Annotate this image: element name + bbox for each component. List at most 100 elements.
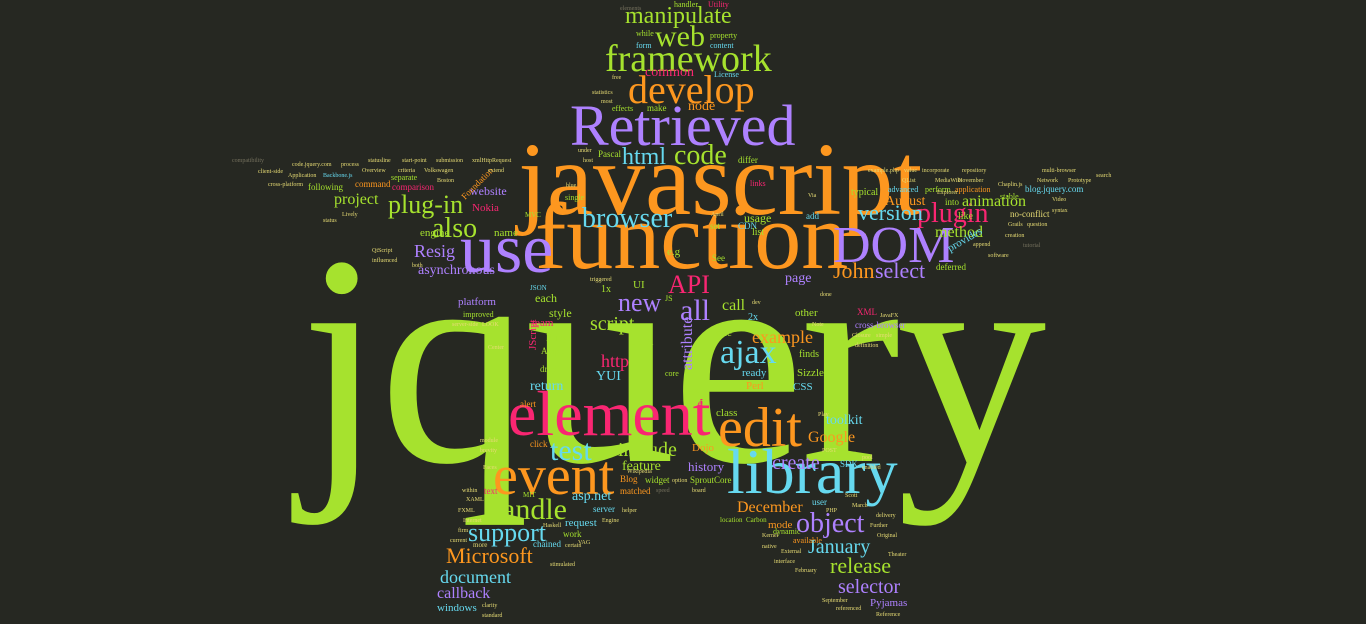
word-create: create xyxy=(772,452,820,474)
word-interface: interface xyxy=(774,559,795,565)
word-eg: e.g xyxy=(667,246,681,258)
word-perform: perform xyxy=(925,185,951,194)
word-style: style xyxy=(549,306,572,320)
word-resig: Resig xyxy=(414,241,456,261)
word-version-2: version xyxy=(858,200,923,225)
word-xmlhttprequest: xmlHttpRequest xyxy=(472,158,512,164)
word-mode: mode xyxy=(768,519,793,531)
word-most: most xyxy=(601,99,613,105)
word-elements: elements xyxy=(620,6,642,12)
word-text: text xyxy=(484,486,498,496)
word-also: also xyxy=(432,213,478,244)
word-attribute: attribute xyxy=(679,316,696,370)
word-pyjamas: Pyjamas xyxy=(870,597,908,609)
word-ample: Ample xyxy=(541,346,566,356)
word-2x: 2x xyxy=(748,312,758,323)
word-sproutcore: SproutCore xyxy=(690,475,732,485)
word-february: February xyxy=(795,568,817,574)
word-chaplin: Chaplin.js xyxy=(998,182,1023,188)
word-influenced: influenced xyxy=(372,258,398,264)
word-google: Google xyxy=(808,429,856,446)
word-mvc: MVC xyxy=(525,211,541,219)
word-return: return xyxy=(530,379,564,394)
word-done: done xyxy=(820,292,832,298)
word-cdn: CDN xyxy=(738,221,758,231)
word-network: Network xyxy=(1037,178,1058,184)
word-referenced: referenced xyxy=(836,606,862,612)
word-native: native xyxy=(762,544,777,550)
word-free: free xyxy=(612,75,622,81)
word-one: one xyxy=(716,327,732,339)
word-1x: 1x xyxy=(601,284,611,295)
word-name: name xyxy=(494,227,518,239)
word-extend: extend xyxy=(488,168,504,174)
word-library: library xyxy=(727,436,898,507)
word-search: search xyxy=(1096,173,1112,179)
word-vag: VAG xyxy=(578,540,591,546)
word-following: following xyxy=(308,182,343,192)
word-finds: finds xyxy=(799,349,819,360)
word-select: select xyxy=(875,258,926,283)
word-into: into xyxy=(945,197,960,207)
word-make: make xyxy=(647,103,667,113)
word-pascal: Pascal xyxy=(598,149,621,159)
word-original: Original xyxy=(877,533,897,539)
word-tutorial: tutorial xyxy=(1023,243,1041,249)
word-multi-browser: multi-browser xyxy=(1042,168,1076,174)
word-pool: pool xyxy=(862,455,873,461)
word-under: under xyxy=(578,148,592,154)
word-faces: Faces xyxy=(483,465,497,471)
word-team: team xyxy=(532,317,554,329)
word-content: content xyxy=(710,41,734,50)
word-within: within xyxy=(462,488,478,494)
word-function: function xyxy=(535,185,849,289)
word-no-conflict: no-conflict xyxy=(1010,209,1050,219)
word-object: object xyxy=(796,508,865,539)
word-append: append xyxy=(973,242,991,248)
word-video: Video xyxy=(1052,197,1067,203)
word-single: single xyxy=(565,193,585,202)
word-look: LOOK xyxy=(482,322,499,328)
word-wikipedia: Wikipedia xyxy=(627,469,652,475)
word-dom: DOM xyxy=(833,217,955,274)
word-click: click xyxy=(530,439,548,449)
word-server-side: server-side xyxy=(452,322,479,328)
word-closure: Closure xyxy=(852,333,871,339)
word-document: document xyxy=(440,567,511,587)
word-client-side: client-side xyxy=(258,169,283,175)
word-edit: edit xyxy=(718,397,802,459)
word-plug-in: plug-in xyxy=(388,190,464,219)
word-code: code xyxy=(674,140,727,171)
word-triggered: triggered xyxy=(590,277,612,283)
word-php: PHP xyxy=(826,508,838,514)
word-all: all xyxy=(680,294,710,327)
word-while: while xyxy=(636,29,654,38)
word-repository: repository xyxy=(962,168,987,174)
word-jscript: JScript xyxy=(527,319,539,350)
word-handler: handler xyxy=(674,0,698,9)
word-mit: MIT xyxy=(523,491,536,499)
word-add: add xyxy=(806,211,819,221)
word-manipulate: manipulate xyxy=(625,3,732,29)
word-toolkit: toolkit xyxy=(826,413,863,428)
word-javafx: JavaFX xyxy=(880,313,899,319)
word-support: support xyxy=(468,518,546,547)
word-engine-2: Engine xyxy=(602,518,619,524)
word-reference: Reference xyxy=(876,612,901,618)
word-incorporate: incorporate xyxy=(922,168,950,174)
word-dojo: Dojo xyxy=(692,442,714,454)
word-available: available xyxy=(793,536,822,545)
word-perl: Perl xyxy=(746,380,764,392)
word-statusline: statusline xyxy=(368,158,391,164)
word-chained: chained xyxy=(533,539,561,549)
word-browser: browser xyxy=(582,203,673,234)
word-brevity: brevity xyxy=(480,448,497,454)
word-license: License xyxy=(714,70,739,79)
word-question: question xyxy=(1027,222,1048,228)
word-callback: callback xyxy=(437,585,491,602)
word-matched: matched xyxy=(620,486,651,496)
word-include: include xyxy=(618,439,677,461)
word-separate: separate xyxy=(391,173,418,182)
word-sizzle: Sizzle xyxy=(797,367,824,379)
word-november: November xyxy=(958,178,984,184)
